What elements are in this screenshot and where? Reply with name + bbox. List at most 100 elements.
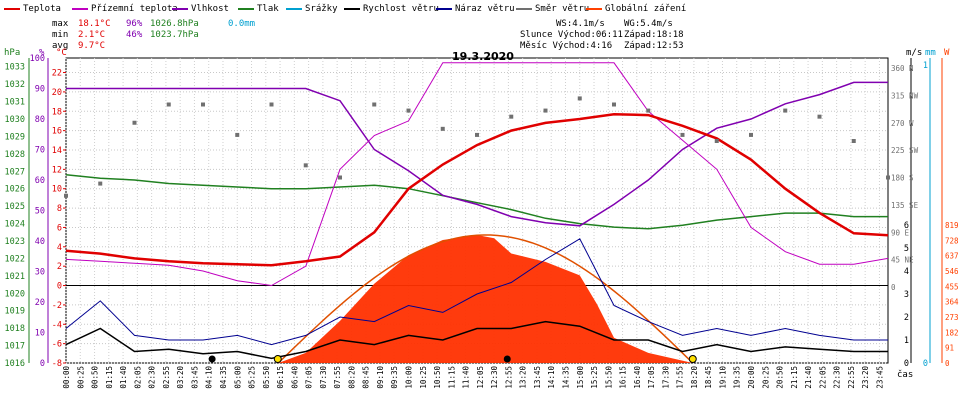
tick-label-time: 12:05: [476, 366, 485, 389]
tick-label-time: 03:20: [176, 366, 185, 389]
tick-label-humidity: 30: [35, 268, 45, 278]
tick-label-radiation: 364: [945, 298, 959, 307]
tick-label-time: 05:25: [248, 366, 257, 389]
tick-label-temp: 18: [52, 107, 62, 117]
tick-label-time: 15:25: [590, 366, 599, 389]
tick-label-pressure: 1033: [5, 63, 25, 73]
series-point-wind-dir: [132, 120, 137, 125]
tick-label-time: 07:05: [305, 366, 314, 389]
tick-label-radiation: 91: [945, 344, 954, 353]
tick-label-time: 17:55: [676, 366, 685, 389]
stat-max-rain: 0.0mm: [228, 19, 256, 29]
tick-label-time: 10:50: [433, 366, 442, 389]
tick-label-time: 21:40: [804, 366, 813, 389]
tick-label-humidity: 40: [35, 237, 45, 247]
tick-label-humidity: 80: [35, 115, 45, 125]
tick-label-rain: 0: [923, 359, 928, 369]
series-point-wind-dir: [817, 114, 822, 119]
tick-label-rain: 1: [923, 61, 928, 71]
tick-label-time: 13:45: [533, 366, 542, 389]
series-point-wind-dir: [475, 132, 479, 137]
stat-min-hum: 46%: [126, 30, 143, 40]
series-point-wind-dir: [543, 108, 548, 113]
tick-label-humidity: 60: [35, 176, 45, 186]
tick-label-time: 19:35: [733, 366, 742, 389]
tick-label-time: 00:00: [62, 366, 71, 389]
series-point-wind-dir: [509, 114, 514, 119]
stat-min-label: min: [52, 30, 69, 40]
tick-label-time: 05:00: [233, 366, 242, 389]
tick-label-pressure: 1032: [5, 80, 25, 90]
tick-label-time: 22:05: [818, 366, 827, 389]
tick-label-time: 00:50: [91, 366, 100, 389]
tick-label-time: 20:25: [761, 366, 770, 389]
tick-label-radiation: 819: [945, 221, 959, 230]
tick-label-wind-dir: 45 NE: [891, 256, 914, 265]
info-wg: WG:5.4m/s: [624, 19, 673, 29]
tick-label-time: 21:15: [790, 366, 799, 389]
tick-label-temp: 2: [57, 262, 62, 272]
tick-label-time: 20:50: [776, 366, 785, 389]
legend-item-tlak: Tlak: [238, 3, 279, 15]
stat-max-press: 1026.8hPa: [150, 19, 199, 29]
tick-label-wind-dir: 270 W: [891, 119, 914, 128]
tick-label-time: 12:55: [504, 366, 513, 389]
tick-label-time: 01:15: [105, 366, 114, 389]
tick-label-time: 10:25: [419, 366, 428, 389]
tick-label-temp: -6: [52, 340, 62, 350]
series-point-wind-dir: [612, 102, 616, 107]
tick-label-time: 18:45: [704, 366, 713, 389]
tick-label-time: 06:40: [290, 366, 299, 389]
tick-label-humidity: 70: [35, 146, 45, 156]
series-line-radiation-clear-sky: [277, 234, 690, 364]
sunset-marker: [688, 355, 697, 363]
tick-label-radiation: 182: [945, 328, 959, 337]
legend-item-smer-vetru: Směr větru: [516, 3, 589, 15]
tick-label-wind-dir: 180 S: [891, 174, 914, 183]
tick-label-time: 23:20: [861, 366, 870, 389]
tick-label-time: 12:30: [490, 366, 499, 389]
moonrise-marker: [208, 355, 216, 363]
tick-label-time: 17:30: [661, 366, 670, 389]
tick-label-radiation: 273: [945, 313, 959, 322]
axis-head-hpa: hPa: [4, 48, 21, 58]
series-point-wind-dir: [680, 132, 685, 137]
legend-item-vlhkost: Vlhkost: [172, 3, 229, 15]
tick-label-time: 01:40: [119, 366, 128, 389]
legend-item-rychlost-vetru: Rychlost větru: [344, 3, 439, 15]
tick-label-temp: 6: [57, 223, 62, 233]
series-area-radiation: [278, 234, 693, 363]
tick-label-pressure: 1025: [5, 202, 25, 212]
tick-label-wind-dir: 135 SE: [891, 201, 919, 210]
tick-label-temp: 20: [52, 88, 62, 98]
tick-label-humidity: 90: [35, 85, 45, 95]
series-point-wind-dir: [440, 126, 445, 131]
tick-label-time: 09:10: [376, 366, 385, 389]
tick-label-temp: 14: [52, 146, 62, 156]
series-point-wind-dir: [749, 132, 753, 137]
tick-label-temp: 22: [52, 69, 62, 79]
tick-label-time: 08:20: [347, 366, 356, 389]
series-point-wind-dir: [714, 139, 719, 143]
tick-label-time: 09:35: [390, 366, 399, 389]
tick-label-pressure: 1017: [5, 342, 25, 352]
tick-label-time: 14:35: [561, 366, 570, 389]
tick-label-time: 11:40: [462, 366, 471, 389]
tick-label-pressure: 1023: [5, 237, 25, 247]
stat-min-press: 1023.7hPa: [150, 30, 199, 40]
tick-label-time: 04:35: [219, 366, 228, 389]
info-sun: Slunce Východ:06:11: [520, 30, 623, 40]
series-point-wind-dir: [98, 181, 103, 186]
tick-label-temp: 16: [52, 127, 62, 137]
tick-label-wind-dir: 0: [891, 283, 896, 292]
tick-label-radiation: 637: [945, 252, 959, 261]
tick-label-temp: 8: [57, 204, 62, 214]
tick-label-time: 02:05: [133, 366, 142, 389]
sunrise-marker: [273, 355, 282, 363]
tick-label-time: 11:15: [447, 366, 456, 389]
info-moon: Měsíc Východ:4:16: [520, 41, 613, 51]
legend-item-prizemni-teplota: Přízemní teplota: [72, 3, 178, 15]
series-point-wind-dir: [851, 139, 856, 143]
stat-max-temp: 18.1°C: [78, 19, 111, 29]
